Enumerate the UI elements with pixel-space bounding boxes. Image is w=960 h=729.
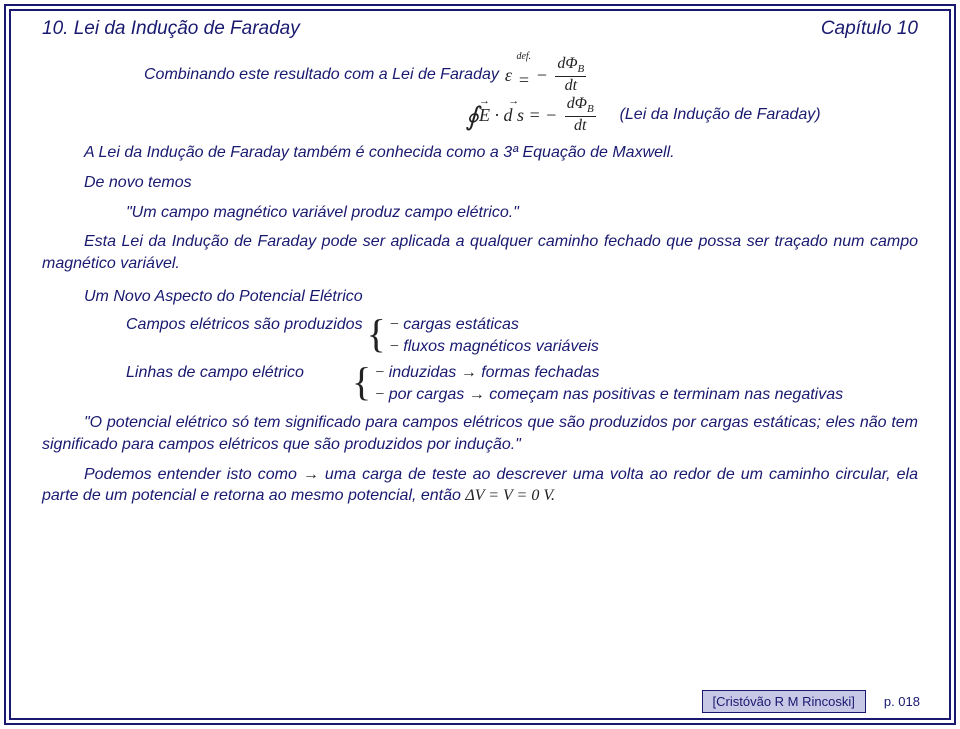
p-novo: De novo temos (42, 172, 918, 194)
brace-group-1: Campos elétricos são produzidos { − carg… (42, 316, 918, 356)
p-known: A Lei da Indução de Faraday também é con… (42, 142, 918, 164)
eq-epsilon-def: ε def. = − dΦB dt (505, 56, 589, 94)
combining-text: Combinando este resultado com a Lei de F… (144, 66, 499, 84)
page-header: 10. Lei da Indução de Faraday Capítulo 1… (42, 12, 918, 56)
eq-oint-tail: (Lei da Indução de Faraday) (620, 106, 821, 124)
p-quote1: "Um campo magnético variável produz camp… (42, 202, 918, 224)
eq2-minus: − (545, 105, 557, 126)
eq-num1: dΦ (557, 55, 577, 72)
brace-group-2: Linhas de campo elétrico { − induzidas →… (42, 364, 918, 404)
eq-frac-2: dΦB dt (565, 96, 596, 134)
eq2-equals: = (528, 105, 540, 126)
eq-num2sub: B (587, 103, 594, 115)
eq-equals: = (518, 70, 530, 91)
delta-v-eq: ΔV = V = 0 V. (465, 487, 555, 504)
brace1-symbol: { (367, 318, 386, 350)
eq-den1: dt (565, 77, 577, 94)
page-footer: [Cristóvão R M Rincoski] p. 018 (702, 690, 920, 713)
page-number: p. 018 (884, 694, 920, 709)
sub-heading: Um Novo Aspecto do Potencial Elétrico (42, 288, 918, 306)
eq-den2: dt (574, 117, 586, 134)
eq-dot: · (494, 105, 499, 126)
page-content: 10. Lei da Indução de Faraday Capítulo 1… (12, 12, 948, 717)
vec-E: →E (479, 105, 490, 126)
brace2-symbol: { (352, 366, 371, 398)
credit-box: [Cristóvão R M Rincoski] (702, 690, 866, 713)
eq-frac-1: dΦB dt (555, 56, 586, 94)
eq-def-label: def. (516, 51, 531, 62)
header-right: Capítulo 10 (821, 18, 918, 40)
vec-ds: →d s (503, 105, 524, 126)
brace1-item1: − cargas estáticas (390, 316, 599, 334)
eq-oint-line: ∮ →E · →d s = − dΦB dt (Lei da Indução d… (42, 96, 960, 134)
eq-num1sub: B (578, 63, 585, 75)
brace2-lead: Linhas de campo elétrico (126, 364, 348, 382)
oint-symbol: ∮ (465, 102, 479, 132)
eq-oint: ∮ →E · →d s = − dΦB dt (465, 96, 598, 134)
combining-line: Combinando este resultado com a Lei de F… (102, 56, 960, 94)
eq-num2: dΦ (567, 95, 587, 112)
brace1-lead: Campos elétricos são produzidos (126, 316, 363, 334)
p-quote2: "O potencial elétrico só tem significado… (42, 412, 918, 455)
eq-eps: ε (505, 65, 512, 86)
eq-minus: − (536, 65, 548, 86)
header-left: 10. Lei da Indução de Faraday (42, 18, 300, 40)
brace2-item2: − por cargas → começam nas positivas e t… (375, 386, 843, 404)
brace2-items: − induzidas → formas fechadas − por carg… (375, 364, 843, 404)
brace1-item2: − fluxos magnéticos variáveis (390, 338, 599, 356)
p-final: Podemos entender isto como → uma carga d… (42, 464, 918, 507)
brace2-item1: − induzidas → formas fechadas (375, 364, 843, 382)
p-applied: Esta Lei da Indução de Faraday pode ser … (42, 231, 918, 274)
brace1-items: − cargas estáticas − fluxos magnéticos v… (390, 316, 599, 356)
